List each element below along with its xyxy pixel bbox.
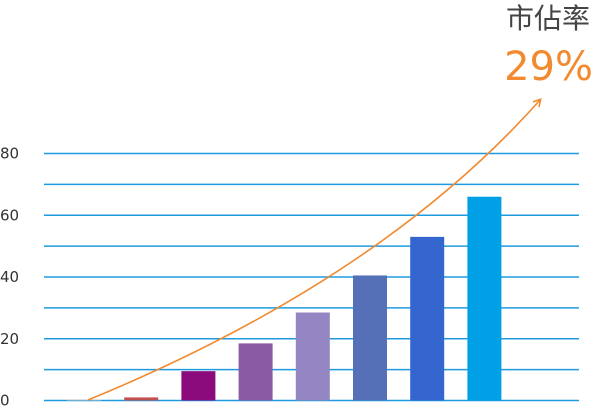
y-axis-ticks: 0 20 40 60 80 [0, 145, 19, 408]
y-tick-label: 40 [0, 268, 19, 286]
bars [67, 196, 502, 401]
y-tick-label: 80 [0, 145, 19, 163]
y-tick-label: 0 [0, 392, 10, 408]
bar [124, 397, 159, 401]
bar [410, 236, 445, 401]
bar [353, 275, 387, 401]
y-tick-label: 20 [0, 330, 19, 348]
annotation-label: 市佔率 [506, 2, 590, 35]
y-tick-label: 60 [0, 206, 19, 224]
bar [295, 312, 330, 401]
annotation-value: 29% [504, 44, 593, 90]
trend-arrow [87, 98, 542, 401]
bar [238, 343, 273, 401]
bar [467, 196, 502, 401]
bar [67, 399, 101, 401]
bar [181, 371, 216, 401]
gridlines [44, 152, 579, 402]
